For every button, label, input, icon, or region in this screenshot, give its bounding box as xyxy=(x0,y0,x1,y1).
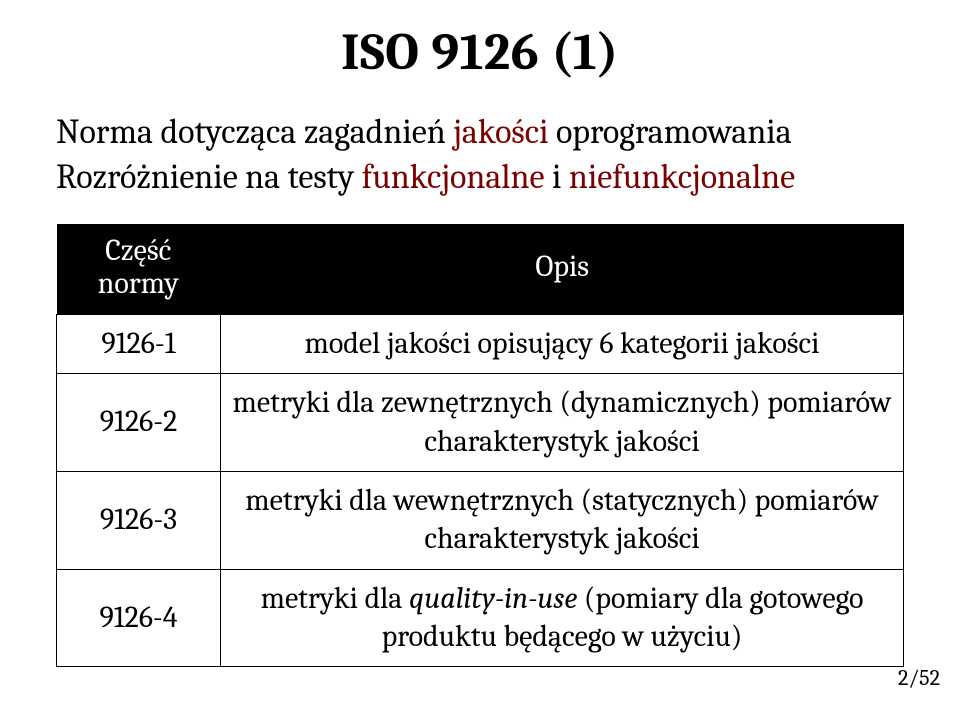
page-title: ISO 9126 (1) xyxy=(56,22,904,82)
table-row: 9126-1 model jakości opisujący 6 kategor… xyxy=(57,314,904,373)
intro-line2-pre: Rozróżnienie na testy xyxy=(56,157,362,197)
header-col1-line2: normy xyxy=(98,266,179,301)
intro-line2-highlight2: niefunkcjonalne xyxy=(569,157,795,197)
header-col1-line1: Część xyxy=(105,233,171,268)
part-cell: 9126-3 xyxy=(57,471,221,569)
table-row: 9126-2 metryki dla zewnętrznych (dynamic… xyxy=(57,374,904,472)
part-cell: 9126-1 xyxy=(57,314,221,373)
page-number: 2/52 xyxy=(898,665,940,691)
intro-line1-highlight: jakości xyxy=(453,112,548,152)
intro-line1-post: oprogramowania xyxy=(549,112,792,152)
desc-italic: quality-in-use xyxy=(409,581,577,616)
table-header-part: Część normy xyxy=(57,224,221,315)
part-cell: 9126-2 xyxy=(57,374,221,472)
table-header-desc: Opis xyxy=(221,224,904,315)
intro-text: Norma dotycząca zagadnień jakości oprogr… xyxy=(56,110,904,200)
desc-cell: metryki dla zewnętrznych (dynamicznych) … xyxy=(221,374,904,472)
desc-pre: metryki dla xyxy=(261,581,409,616)
table-header-row: Część normy Opis xyxy=(57,224,904,315)
table-row: 9126-4 metryki dla quality-in-use (pomia… xyxy=(57,569,904,667)
intro-line2-highlight1: funkcjonalne xyxy=(362,157,545,197)
table-row: 9126-3 metryki dla wewnętrznych (statycz… xyxy=(57,471,904,569)
desc-cell: model jakości opisujący 6 kategorii jako… xyxy=(221,314,904,373)
slide-page: ISO 9126 (1) Norma dotycząca zagadnień j… xyxy=(0,0,960,705)
intro-line2-mid: i xyxy=(544,157,568,197)
desc-cell: metryki dla wewnętrznych (statycznych) p… xyxy=(221,471,904,569)
standard-parts-table: Część normy Opis 9126-1 model jakości op… xyxy=(56,224,904,668)
intro-line1-pre: Norma dotycząca zagadnień xyxy=(56,112,453,152)
desc-cell: metryki dla quality-in-use (pomiary dla … xyxy=(221,569,904,667)
part-cell: 9126-4 xyxy=(57,569,221,667)
